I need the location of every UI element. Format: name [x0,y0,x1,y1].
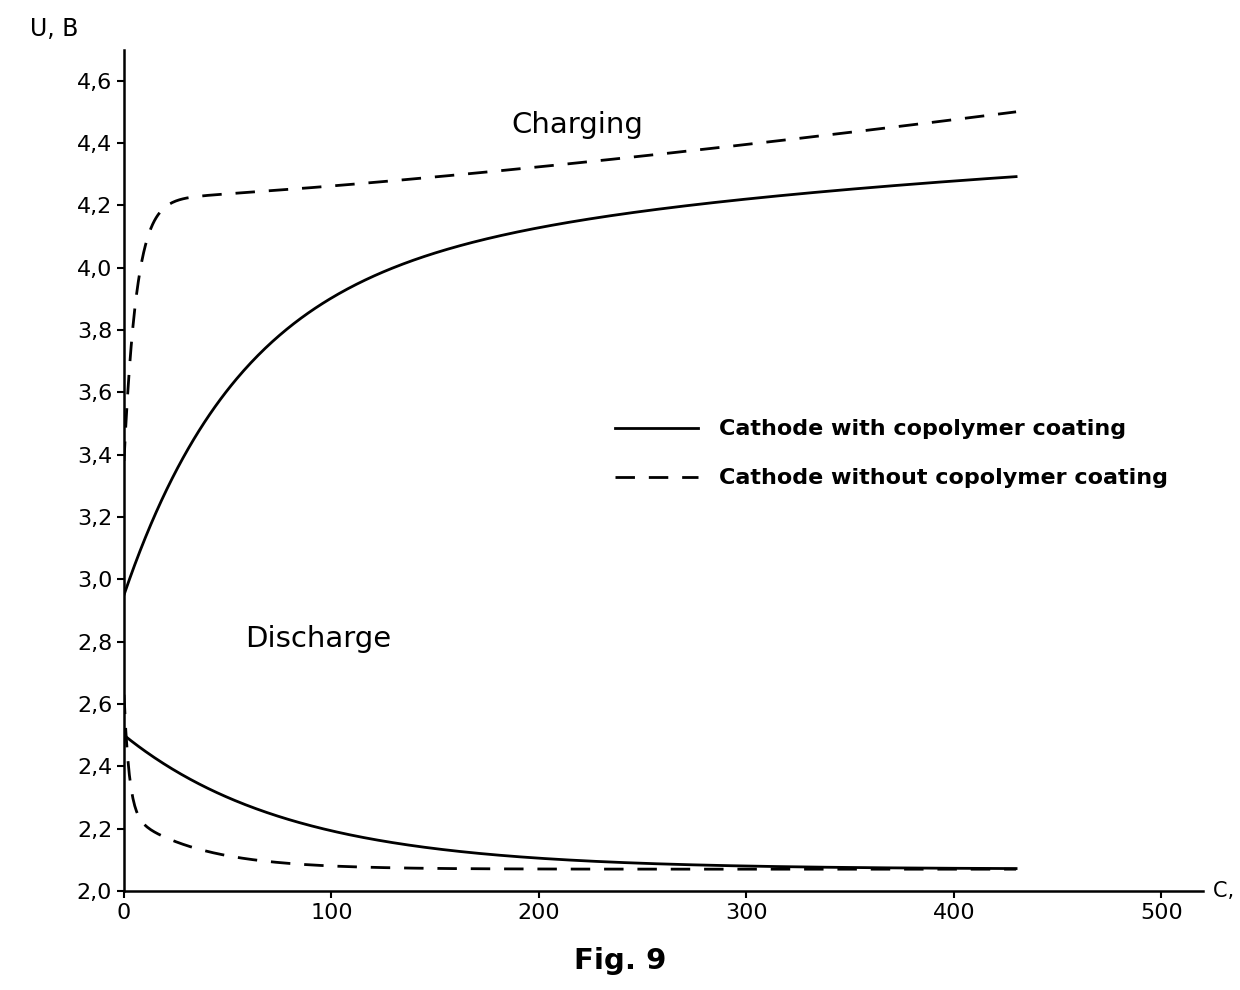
Text: Discharge: Discharge [246,625,392,652]
Text: C, μA x h/g: C, μA x h/g [1213,881,1240,901]
Legend: Cathode with copolymer coating, Cathode without copolymer coating: Cathode with copolymer coating, Cathode … [606,411,1177,496]
Y-axis label: U, B: U, B [30,17,78,42]
Text: Fig. 9: Fig. 9 [574,947,666,975]
Text: Charging: Charging [511,111,644,140]
